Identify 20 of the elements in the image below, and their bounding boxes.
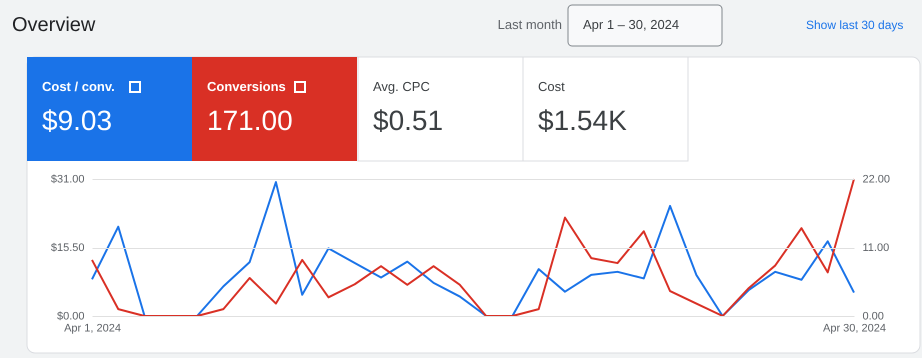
y2-tick-label: 11.00: [862, 242, 890, 254]
text: Cost: [538, 79, 566, 94]
y-tick-label: $0.00: [56, 310, 84, 322]
text: Avg. CPC: [373, 79, 430, 94]
y2-tick-label: 0.00: [862, 310, 884, 322]
text: Apr 1 – 30, 2024: [583, 17, 680, 32]
y2-tick-label: 22.00: [862, 174, 890, 186]
legend-label: Conversions: [207, 79, 286, 94]
y-tick-label: $15.50: [50, 242, 84, 254]
text: 171.00: [207, 105, 293, 136]
text: $1.54K: [538, 105, 628, 136]
text: Last month: [498, 17, 562, 32]
x-tick-label: Apr 1, 2024: [64, 322, 121, 334]
legend-label: Cost / conv.: [42, 79, 115, 94]
text: $0.51: [373, 105, 444, 136]
text: Show last 30 days: [806, 18, 904, 32]
x-tick-label: Apr 30, 2024: [823, 322, 886, 334]
y-tick-label: $31.00: [50, 174, 84, 186]
chart-title: Overview: [12, 14, 96, 36]
text: $9.03: [42, 105, 112, 136]
